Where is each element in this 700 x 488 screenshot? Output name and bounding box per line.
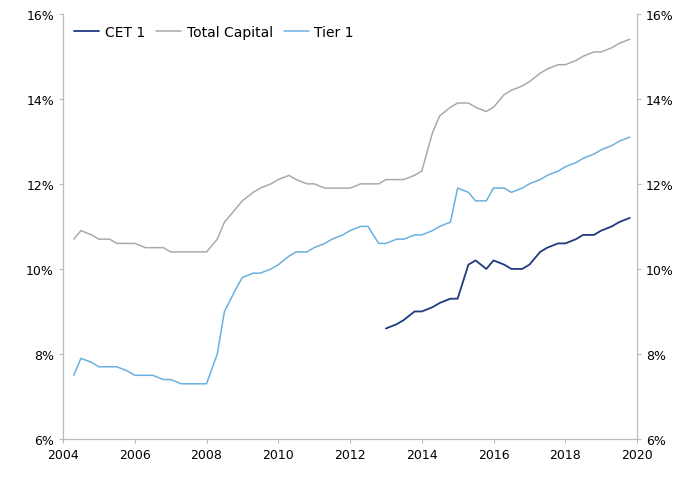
CET 1	[518, 266, 526, 272]
CET 1	[626, 216, 634, 222]
CET 1	[579, 232, 587, 238]
CET 1	[400, 317, 408, 323]
Tier 1	[69, 373, 78, 379]
Tier 1	[249, 271, 258, 277]
CET 1	[597, 228, 606, 234]
Line: CET 1: CET 1	[386, 219, 630, 329]
CET 1	[482, 266, 491, 272]
CET 1	[464, 262, 473, 268]
CET 1	[410, 309, 419, 315]
CET 1	[508, 266, 516, 272]
CET 1	[500, 262, 508, 268]
Tier 1	[464, 190, 473, 196]
CET 1	[393, 322, 401, 327]
CET 1	[435, 301, 444, 306]
Tier 1	[177, 381, 186, 387]
CET 1	[589, 232, 598, 238]
CET 1	[446, 296, 454, 302]
Tier 1	[356, 224, 365, 230]
CET 1	[615, 220, 623, 225]
CET 1	[489, 258, 498, 264]
CET 1	[536, 249, 545, 255]
Total Capital	[249, 190, 258, 196]
Total Capital	[69, 237, 78, 243]
CET 1	[428, 305, 437, 310]
CET 1	[561, 241, 570, 247]
CET 1	[417, 309, 426, 315]
Tier 1	[231, 288, 239, 294]
Total Capital	[339, 186, 347, 192]
CET 1	[471, 258, 480, 264]
Total Capital	[356, 182, 365, 187]
Tier 1	[615, 139, 623, 145]
CET 1	[554, 241, 562, 247]
CET 1	[543, 245, 552, 251]
CET 1	[572, 237, 580, 243]
Total Capital	[167, 249, 175, 255]
Line: Tier 1: Tier 1	[74, 138, 630, 384]
Total Capital	[615, 41, 623, 47]
CET 1	[608, 224, 616, 230]
CET 1	[382, 326, 390, 332]
Tier 1	[626, 135, 634, 141]
CET 1	[454, 296, 462, 302]
Legend: CET 1, Total Capital, Tier 1: CET 1, Total Capital, Tier 1	[70, 21, 358, 44]
Total Capital	[626, 37, 634, 43]
CET 1	[525, 262, 533, 268]
Tier 1	[339, 232, 347, 238]
Total Capital	[464, 101, 473, 107]
Total Capital	[231, 207, 239, 213]
Line: Total Capital: Total Capital	[74, 40, 630, 252]
